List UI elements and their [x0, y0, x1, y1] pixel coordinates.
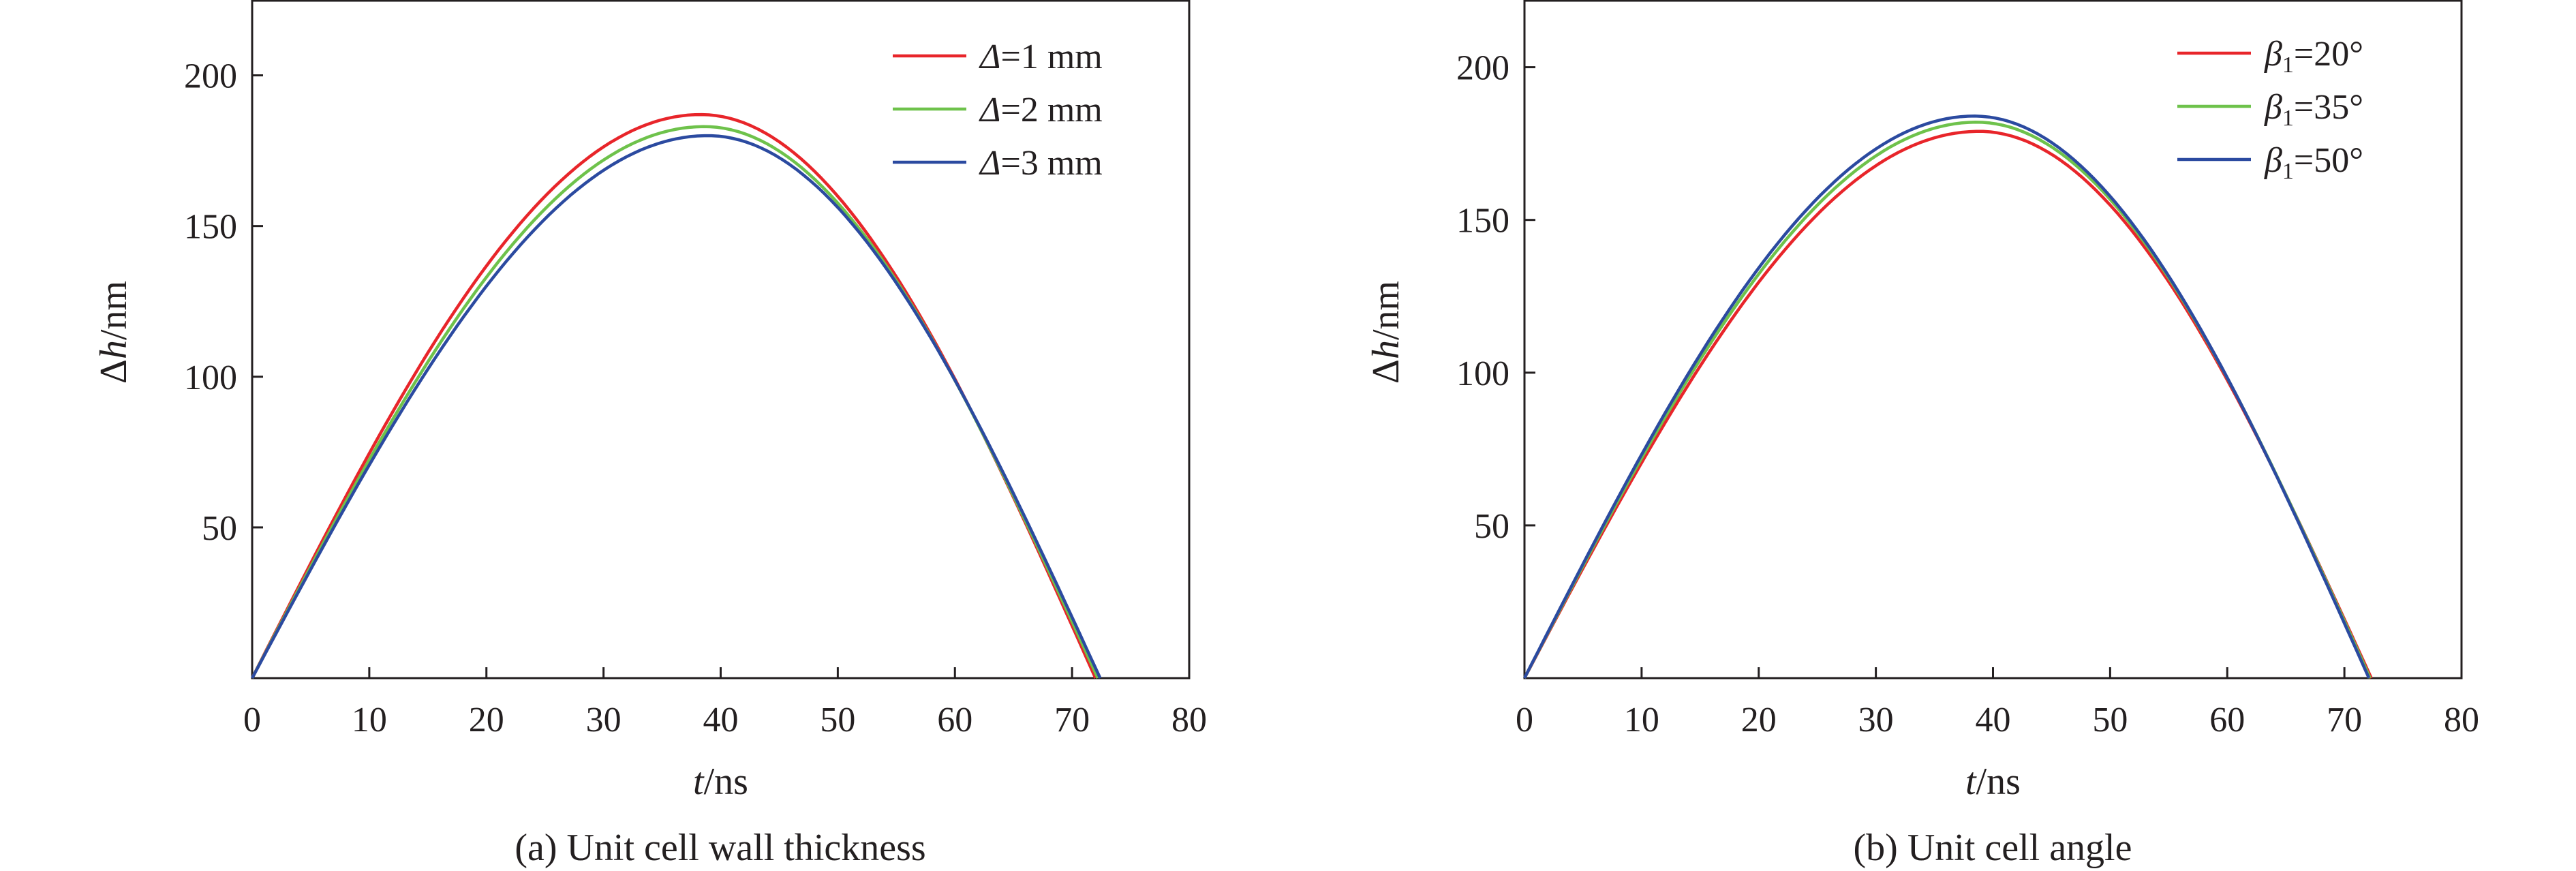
- x-tick-label: 30: [586, 701, 622, 739]
- x-tick-label: 0: [243, 701, 261, 739]
- legend-label-2: β1=35°: [2264, 88, 2363, 131]
- series-line-3: [1522, 114, 2371, 679]
- legend-label-2: Δ=2 mm: [979, 91, 1103, 129]
- series-line-2: [251, 125, 1099, 679]
- series-line-1: [1523, 129, 2373, 679]
- x-axis-label: t/ns: [693, 761, 748, 803]
- x-tick-label: 80: [1171, 701, 1207, 739]
- x-tick-label: 40: [703, 701, 739, 739]
- x-tick-label: 20: [469, 701, 504, 739]
- legend-label-3: Δ=3 mm: [979, 144, 1103, 183]
- legend-label-1: Δ=1 mm: [979, 37, 1103, 76]
- x-tick-label: 40: [1976, 701, 2011, 739]
- x-tick-label: 10: [352, 701, 387, 739]
- x-tick-label: 10: [1624, 701, 1659, 739]
- y-tick-label: 100: [184, 358, 237, 397]
- series-line-1: [250, 112, 1097, 679]
- legend-label-1: β1=20°: [2264, 35, 2363, 78]
- x-tick-label: 70: [2327, 701, 2362, 739]
- legend-label-3: β1=50°: [2264, 141, 2363, 184]
- x-tick-label: 70: [1054, 701, 1090, 739]
- panel-caption: (b) Unit cell angle: [1854, 827, 2132, 869]
- x-axis-label: t/ns: [1965, 761, 2021, 803]
- series-line-3: [251, 134, 1102, 679]
- x-tick-label: 60: [937, 701, 972, 739]
- series-line-2: [1522, 121, 2372, 679]
- y-tick-label: 50: [1474, 507, 1509, 546]
- y-tick-label: 200: [1456, 49, 1509, 88]
- y-tick-label: 200: [184, 57, 237, 96]
- x-tick-label: 30: [1858, 701, 1894, 739]
- panel-b: 0 10 20 30 40 50 60 70 80 50 100 150 200 t/ns Δh/nm (b)…: [1365, 0, 2479, 869]
- x-tick-label: 50: [2092, 701, 2128, 739]
- x-tick-label: 20: [1741, 701, 1777, 739]
- y-tick-label: 50: [202, 509, 237, 548]
- panel-a: 0 10 20 30 40 50 60 70 80 50 100 150 200 t/ns Δh/nm (a)…: [93, 0, 1207, 869]
- x-tick-label: 60: [2209, 701, 2245, 739]
- x-tick-label: 0: [1516, 701, 1533, 739]
- panel-caption: (a) Unit cell wall thickness: [515, 827, 925, 869]
- x-tick-label: 80: [2444, 701, 2479, 739]
- y-tick-label: 150: [1456, 202, 1509, 241]
- y-axis-label: Δh/nm: [1365, 281, 1407, 384]
- y-tick-label: 100: [1456, 354, 1509, 393]
- x-tick-label: 50: [820, 701, 855, 739]
- y-tick-label: 150: [184, 208, 237, 247]
- y-axis-label: Δh/nm: [93, 281, 135, 384]
